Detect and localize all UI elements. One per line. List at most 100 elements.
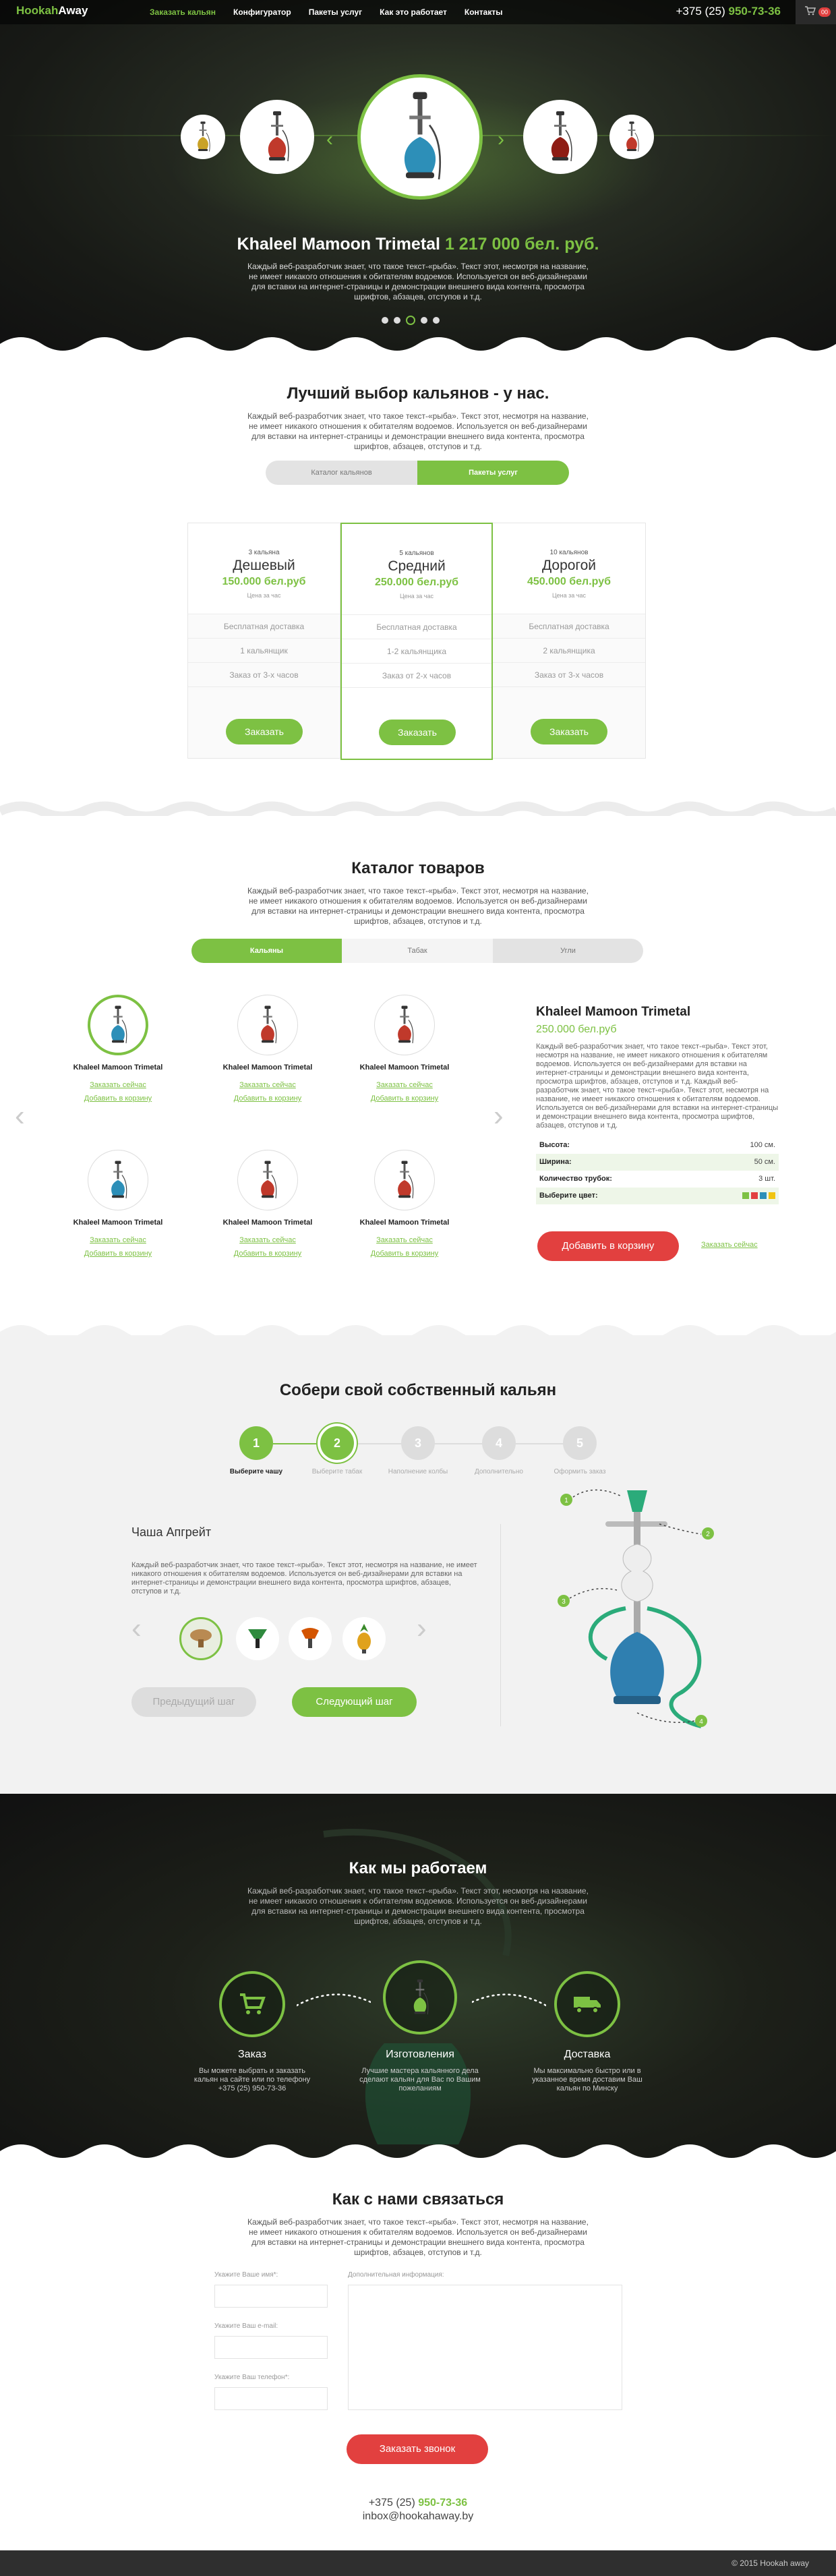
product-image[interactable] [237, 1150, 298, 1210]
hero-thumb-2[interactable] [240, 100, 314, 174]
tab-service-packages[interactable]: Пакеты услуг [417, 461, 569, 485]
main-menu: Заказать кальян Конфигуратор Пакеты услу… [150, 7, 503, 17]
hotspot-1[interactable]: 1 [564, 1497, 568, 1504]
slider-dot-1[interactable] [382, 317, 388, 324]
bowl-clay-icon [190, 1629, 212, 1647]
name-input[interactable] [214, 2285, 328, 2308]
header-phone[interactable]: +375 (25) 950-73-36 [676, 5, 781, 18]
add-to-cart-link[interactable]: Добавить в корзину [370, 1094, 439, 1103]
menu-contacts[interactable]: Контакты [464, 7, 503, 17]
add-to-cart-link[interactable]: Добавить в корзину [233, 1250, 302, 1258]
step-5[interactable]: 5 Оформить заказ [539, 1426, 620, 1475]
color-swatch-yellow[interactable] [769, 1192, 775, 1200]
catalog-tabs: Кальяны Табак Угли [191, 939, 643, 963]
menu-how-it-works[interactable]: Как это работает [380, 7, 447, 17]
hero-prev-arrow[interactable]: ‹ [326, 128, 333, 150]
slider-dot-3[interactable] [406, 316, 415, 325]
hero-thumb-3[interactable] [523, 100, 597, 174]
color-swatch-green[interactable] [742, 1192, 749, 1200]
configurator-section: Собери свой собственный кальян 1 Выберите… [0, 1335, 836, 1821]
hero-thumb-4[interactable] [609, 115, 654, 159]
menu-packages[interactable]: Пакеты услуг [308, 7, 363, 17]
bowl-prev-arrow[interactable]: ‹ [131, 1612, 142, 1645]
catalog-description: Каждый веб-разработчик знает, что такое … [247, 886, 589, 926]
menu-order-hookah[interactable]: Заказать кальян [150, 7, 216, 17]
add-to-cart-link[interactable]: Добавить в корзину [84, 1250, 152, 1258]
order-medium-button[interactable]: Заказать [379, 720, 456, 745]
plan-price: 150.000 бел.руб [222, 576, 306, 587]
phone-label: Укажите Ваш телефон*: [214, 2374, 290, 2381]
how-making-title: Изготовления [386, 2049, 454, 2060]
order-cheap-button[interactable]: Заказать [226, 719, 303, 744]
previous-step-button[interactable]: Предыдущий шаг [131, 1687, 256, 1717]
detail-title: Khaleel Mamoon Trimetal [536, 1005, 691, 1019]
tab-tobacco[interactable]: Табак [342, 939, 493, 963]
footer: © 2015 Hookah away [0, 2550, 836, 2576]
cart-button[interactable]: 00 [796, 0, 836, 24]
bowl-next-arrow[interactable]: › [417, 1612, 427, 1645]
hotspot-2[interactable]: 2 [706, 1531, 710, 1538]
hotspot-3[interactable]: 3 [562, 1598, 566, 1606]
step-connector [354, 1443, 576, 1444]
logo[interactable]: HookahAway [16, 4, 88, 18]
step-3[interactable]: 3 Наполнение колбы [378, 1426, 458, 1475]
menu-configurator[interactable]: Конфигуратор [233, 7, 291, 17]
plan-feature: Бесплатная доставка [493, 614, 645, 639]
hero-thumb-1[interactable] [181, 115, 225, 159]
step-1[interactable]: 1 Выберите чашу [216, 1426, 297, 1475]
next-step-button[interactable]: Следующий шаг [292, 1687, 417, 1717]
email-input[interactable] [214, 2336, 328, 2359]
add-to-cart-link[interactable]: Добавить в корзину [84, 1094, 152, 1103]
order-expensive-button[interactable]: Заказать [531, 719, 607, 744]
tab-hookahs[interactable]: Кальяны [191, 939, 342, 963]
bowl-option-3[interactable] [289, 1617, 332, 1660]
add-to-cart-link[interactable]: Добавить в корзину [370, 1250, 439, 1258]
bowl-option-1[interactable] [179, 1617, 222, 1660]
step-number: 4 [482, 1426, 516, 1460]
how-delivery-circle [554, 1971, 620, 2037]
tab-coals[interactable]: Угли [493, 939, 643, 963]
product-image[interactable] [88, 1150, 148, 1210]
pricing-description: Каждый веб-разработчик знает, что такое … [247, 411, 589, 451]
catalog-prev-arrow[interactable]: ‹ [15, 1099, 25, 1132]
order-now-link[interactable]: Заказать сейчас [90, 1236, 146, 1244]
slider-dot-5[interactable] [433, 317, 440, 324]
order-now-link[interactable]: Заказать сейчас [239, 1081, 296, 1089]
contact-phone-prefix: +375 (25) [368, 2497, 419, 2509]
request-call-button[interactable]: Заказать звонок [347, 2434, 488, 2464]
product-image[interactable] [88, 995, 148, 1055]
info-textarea[interactable] [348, 2285, 622, 2410]
catalog-next-arrow[interactable]: › [494, 1099, 504, 1132]
hero-next-arrow[interactable]: › [498, 128, 504, 150]
phone-input[interactable] [214, 2387, 328, 2410]
contact-phone[interactable]: +375 (25) 950-73-36 [0, 2497, 836, 2509]
product-image[interactable] [374, 995, 435, 1055]
pricing-wave-divider [0, 801, 836, 821]
how-we-work-section: Как мы работаем Каждый веб-разработчик з… [0, 1794, 836, 2158]
contact-email[interactable]: inbox@hookahaway.by [362, 2511, 474, 2522]
product-image[interactable] [237, 995, 298, 1055]
order-now-link[interactable]: Заказать сейчас [90, 1081, 146, 1089]
order-now-link[interactable]: Заказать сейчас [376, 1236, 433, 1244]
bowl-option-2[interactable] [236, 1617, 279, 1660]
detail-order-now-link[interactable]: Заказать сейчас [701, 1241, 758, 1249]
spec-value: 50 см. [754, 1158, 775, 1166]
slider-dot-4[interactable] [421, 317, 427, 324]
product-image[interactable] [374, 1150, 435, 1210]
plan-price-note: Цена за час [247, 592, 281, 599]
tab-hookah-catalog[interactable]: Каталог кальянов [266, 461, 417, 485]
order-now-link[interactable]: Заказать сейчас [239, 1236, 296, 1244]
step-number: 5 [563, 1426, 597, 1460]
step-4[interactable]: 4 Дополнительно [458, 1426, 539, 1475]
hotspot-4[interactable]: 4 [699, 1718, 703, 1726]
color-swatch-blue[interactable] [760, 1192, 767, 1200]
add-to-cart-button[interactable]: Добавить в корзину [537, 1231, 679, 1261]
order-now-link[interactable]: Заказать сейчас [376, 1081, 433, 1089]
contact-title: Как с нами связаться [332, 2190, 504, 2208]
color-swatch-red[interactable] [751, 1192, 758, 1200]
hero-main-image [357, 74, 483, 200]
add-to-cart-link[interactable]: Добавить в корзину [233, 1094, 302, 1103]
step-2[interactable]: 2 Выберите табак [297, 1426, 378, 1475]
bowl-option-4[interactable] [342, 1617, 386, 1660]
slider-dot-2[interactable] [394, 317, 400, 324]
